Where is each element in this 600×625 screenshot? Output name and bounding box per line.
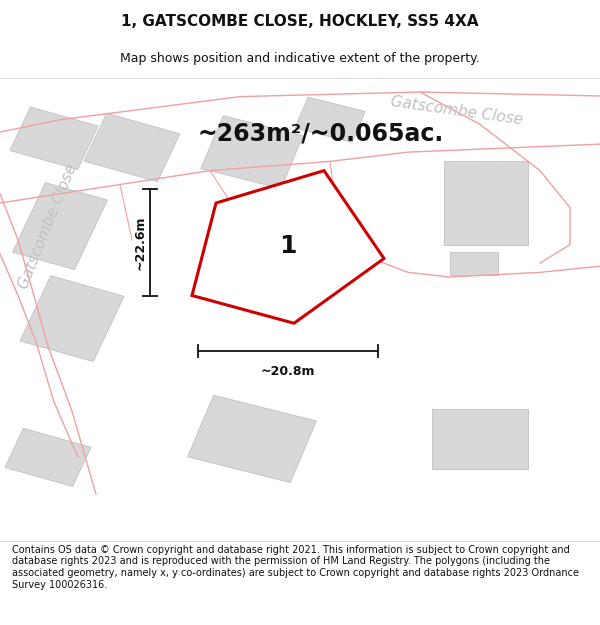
Text: 1: 1: [279, 234, 297, 258]
Polygon shape: [5, 428, 91, 486]
Text: Map shows position and indicative extent of the property.: Map shows position and indicative extent…: [120, 52, 480, 65]
Polygon shape: [201, 116, 303, 189]
Polygon shape: [192, 171, 384, 323]
Text: ~22.6m: ~22.6m: [134, 215, 147, 269]
Polygon shape: [10, 107, 98, 169]
Polygon shape: [295, 98, 365, 142]
Polygon shape: [450, 251, 498, 275]
Polygon shape: [84, 113, 180, 182]
Text: Contains OS data © Crown copyright and database right 2021. This information is : Contains OS data © Crown copyright and d…: [12, 545, 579, 589]
Polygon shape: [13, 182, 107, 269]
Text: 1, GATSCOMBE CLOSE, HOCKLEY, SS5 4XA: 1, GATSCOMBE CLOSE, HOCKLEY, SS5 4XA: [121, 14, 479, 29]
Text: ~20.8m: ~20.8m: [261, 365, 315, 378]
Polygon shape: [444, 161, 528, 244]
Polygon shape: [188, 395, 316, 482]
Polygon shape: [432, 409, 528, 469]
Text: ~263m²/~0.065ac.: ~263m²/~0.065ac.: [198, 122, 444, 146]
Polygon shape: [228, 198, 342, 286]
Text: Gatscombe Close: Gatscombe Close: [390, 94, 524, 128]
Polygon shape: [20, 276, 124, 361]
Text: Gatscombe Close: Gatscombe Close: [16, 161, 80, 291]
